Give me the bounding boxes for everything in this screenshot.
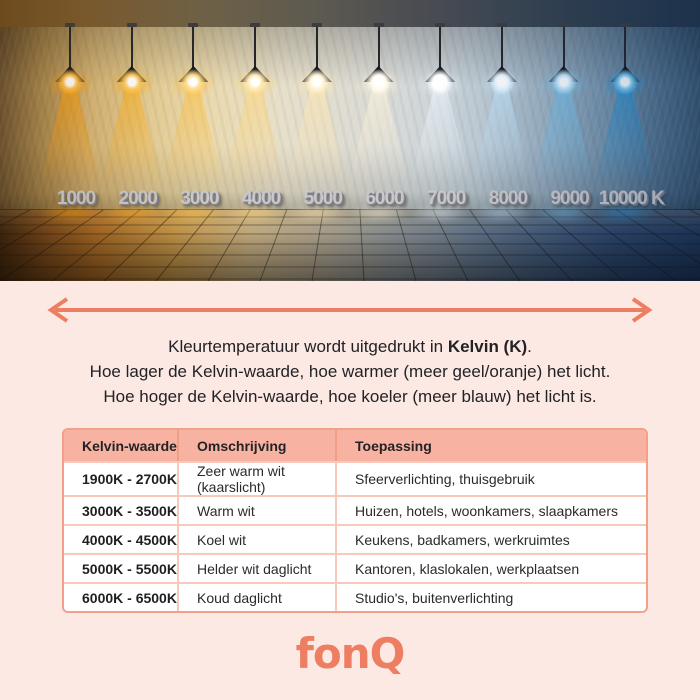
- table-row: 6000K - 6500K Koud daglicht Studio's, buit…: [64, 582, 646, 611]
- lamp-bulb: [365, 69, 392, 95]
- table-header-cell: Kelvin-waarde: [64, 430, 177, 461]
- intro-line1-prefix: Kleurtemperatuur wordt uitgedrukt in: [168, 337, 448, 356]
- lamp-bulb: [550, 69, 577, 95]
- table-cell: Kantoren, klaslokalen, werkplaatsen: [335, 553, 646, 582]
- lamp-ceiling-mount: [496, 23, 507, 27]
- intro-line1-suffix: .: [527, 337, 532, 356]
- floor-light-pool: [161, 204, 226, 222]
- table-cell: 5000K - 5500K: [64, 553, 177, 582]
- table-row: 4000K - 4500K Koel wit Keukens, badkamers,…: [64, 524, 646, 553]
- table-cell: Koud daglicht: [177, 582, 335, 611]
- floor-light-pool: [284, 204, 349, 222]
- table-cell: Warm wit: [177, 495, 335, 524]
- lamp-bulb: [612, 69, 639, 95]
- table-header-cell: Toepassing: [335, 430, 646, 461]
- kelvin-wall-number: 10000 K: [598, 188, 665, 209]
- lamp-ceiling-mount: [435, 23, 446, 27]
- floor-light-pool: [593, 204, 658, 222]
- lamp-cord: [130, 26, 133, 68]
- table-cell: Zeer warm wit (kaarslicht): [177, 461, 335, 495]
- lamp-cord: [439, 26, 442, 68]
- floor-plank-lines: [0, 209, 700, 281]
- table-cell: Sfeerverlichting, thuisgebruik: [335, 461, 646, 495]
- kelvin-scale-arrow: [45, 296, 655, 324]
- lamp-cord: [192, 26, 195, 68]
- photo-ceiling: [0, 0, 700, 27]
- lamp-ceiling-mount: [620, 23, 631, 27]
- floor-light-pool: [223, 204, 288, 222]
- kelvin-wall-number: 9000: [550, 188, 589, 209]
- lamp-bulb: [488, 69, 515, 95]
- lamp-bulb: [303, 69, 330, 95]
- table-cell: Keukens, badkamers, werkruimtes: [335, 524, 646, 553]
- kelvin-table-header-row: Kelvin-waarde Omschrijving Toepassing: [64, 430, 646, 461]
- kelvin-table-body: 1900K - 2700K Zeer warm wit (kaarslicht) S…: [64, 461, 646, 611]
- floor-light-pool: [408, 204, 473, 222]
- floor-light-pool: [469, 204, 534, 222]
- intro-line-3: Hoe hoger de Kelvin-waarde, hoe koeler (…: [103, 387, 597, 406]
- photo-wood-floor: [0, 210, 700, 281]
- table-row: 1900K - 2700K Zeer warm wit (kaarslicht) S…: [64, 461, 646, 495]
- hero-photo: 1000 2000 3000 4000 5000 6000 7000 8000 9000 1000…: [0, 0, 700, 281]
- lamp-ceiling-mount: [558, 23, 569, 27]
- lamp-ceiling-mount: [65, 23, 75, 27]
- table-row: 3000K - 3500K Warm wit Huizen, hotels, woo…: [64, 495, 646, 524]
- kelvin-wall-number: 6000: [365, 188, 404, 209]
- table-cell: 3000K - 3500K: [64, 495, 177, 524]
- table-row: 5000K - 5500K Helder wit daglicht Kantoren…: [64, 553, 646, 582]
- lamp-cord: [69, 26, 71, 68]
- lamp-bulb: [180, 69, 207, 95]
- intro-line1-bold: Kelvin (K): [447, 337, 528, 356]
- table-cell: 4000K - 4500K: [64, 524, 177, 553]
- lamp-cord: [254, 26, 257, 68]
- kelvin-wall-number: 8000: [488, 188, 528, 209]
- lamp-cord: [500, 26, 503, 68]
- intro-text: Kleurtemperatuur wordt uitgedrukt in Kel…: [0, 334, 700, 409]
- intro-line-1: Kleurtemperatuur wordt uitgedrukt in Kel…: [0, 334, 700, 359]
- lamp-bulb: [427, 69, 454, 95]
- double-arrow-icon: [47, 297, 653, 323]
- table-cell: Studio's, buitenverlichting: [335, 582, 646, 611]
- floor-light-pool: [99, 204, 164, 222]
- table-cell: Helder wit daglicht: [177, 553, 335, 582]
- fonq-logo: fonQ: [295, 629, 406, 678]
- lamp-cord: [624, 26, 627, 68]
- floor-light-pool: [38, 204, 102, 222]
- lamp-ceiling-mount: [373, 23, 384, 27]
- lamp-bulb: [242, 69, 269, 95]
- table-cell: 6000K - 6500K: [64, 582, 177, 611]
- lamp-ceiling-mount: [250, 23, 261, 27]
- table-cell: Koel wit: [177, 524, 335, 553]
- lamp-ceiling-mount: [188, 23, 199, 27]
- kelvin-wall-number: 2000: [118, 188, 158, 209]
- lamp-bulb: [118, 69, 145, 95]
- lamp-cord: [315, 26, 318, 68]
- kelvin-wall-number: 7000: [427, 188, 466, 209]
- table-cell: 1900K - 2700K: [64, 461, 177, 495]
- kelvin-wall-number: 4000: [241, 188, 281, 209]
- kelvin-table: Kelvin-waarde Omschrijving Toepassing 1900…: [62, 428, 648, 613]
- table-cell: Huizen, hotels, woonkamers, slaapkamers: [335, 495, 646, 524]
- intro-line-2: Hoe lager de Kelvin-waarde, hoe warmer (…: [89, 362, 611, 381]
- floor-light-pool: [531, 204, 596, 222]
- kelvin-wall-number: 1000: [56, 188, 96, 209]
- kelvin-wall-number: 5000: [303, 188, 343, 209]
- lamp-ceiling-mount: [126, 23, 137, 27]
- lamp-cord: [377, 26, 380, 68]
- table-header-cell: Omschrijving: [177, 430, 335, 461]
- floor-light-pool: [346, 204, 411, 222]
- lamp-cord: [562, 26, 565, 68]
- lamp-ceiling-mount: [311, 23, 322, 27]
- kelvin-wall-number: 3000: [180, 188, 219, 209]
- lamp-bulb: [57, 69, 83, 95]
